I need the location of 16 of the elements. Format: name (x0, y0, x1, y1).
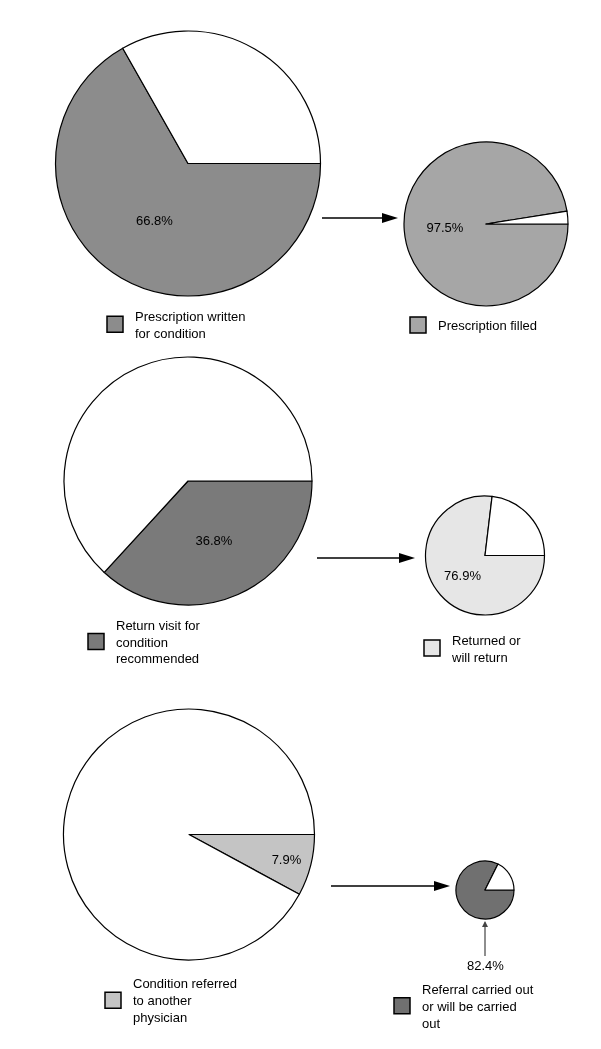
legend-label: Prescription filled (438, 318, 537, 334)
legend-label: Prescription written for condition (135, 308, 246, 341)
data-label: 36.8% (195, 532, 233, 548)
data-label: 7.9% (271, 851, 302, 867)
legend-label: Referral carried out or will be carried out (422, 982, 534, 1031)
pie-slice (403, 141, 569, 307)
pie-slice (63, 708, 316, 961)
pie-slice (455, 860, 515, 920)
legend-label: Returned or will return (451, 632, 522, 665)
data-label: 76.9% (444, 567, 482, 583)
pie-slice (424, 495, 546, 616)
data-label: 97.5% (426, 219, 464, 235)
legend-label: Return visit for condition recommended (116, 617, 201, 667)
data-label: 82.4% (467, 958, 505, 973)
data-label: 66.8% (135, 213, 174, 229)
legend-label: Condition referred to another physician (133, 976, 238, 1026)
